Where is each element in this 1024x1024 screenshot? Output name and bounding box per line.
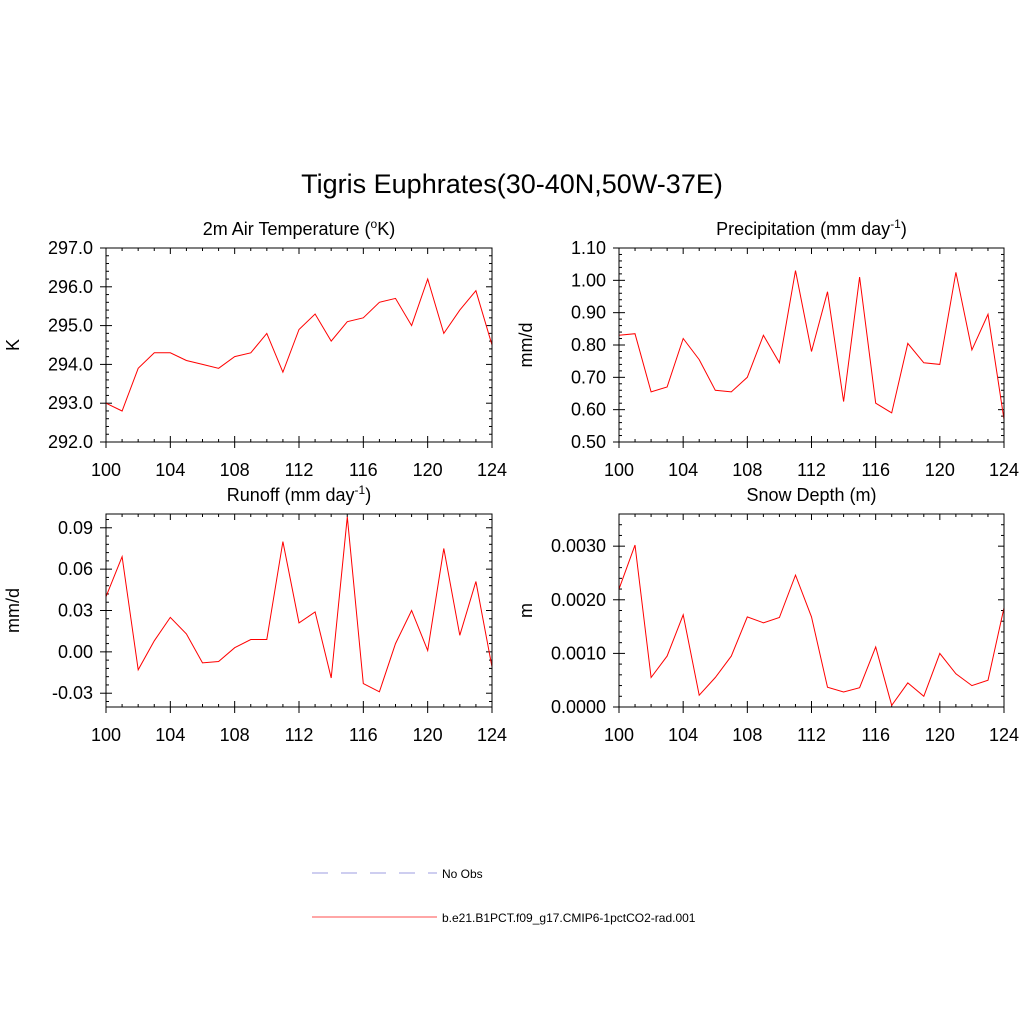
series-line	[618, 544, 1005, 707]
y-axis-label: m	[516, 603, 536, 618]
x-tick-label: 112	[797, 725, 826, 745]
x-tick-label: 108	[220, 725, 250, 745]
y-axis-label: mm/d	[516, 323, 536, 368]
x-tick-label: 116	[861, 725, 890, 745]
panel-title-text: Precipitation (mm day	[716, 219, 890, 239]
x-tick-label: 124	[477, 460, 507, 480]
x-tick-label: 120	[413, 725, 443, 745]
y-tick-label: 0.90	[571, 303, 606, 323]
panel-title-text: Snow Depth (m)	[746, 485, 876, 505]
x-tick-label: 100	[604, 460, 634, 480]
plot-frame	[618, 513, 1005, 708]
panel-title-suffix: K)	[377, 219, 395, 239]
x-tick-label: 100	[91, 725, 121, 745]
panel-title: Snow Depth (m)	[746, 485, 876, 505]
chart-panels: 2m Air Temperature (oK) K 100 104 108 112 116 1…	[3, 217, 1019, 745]
plot-frame	[618, 247, 1005, 443]
y-axis-label: mm/d	[3, 588, 23, 633]
x-tick-label: 104	[668, 725, 698, 745]
y-tick-label: 0.0030	[551, 536, 606, 556]
x-tick-label: 108	[220, 460, 250, 480]
y-tick-label: 0.00	[58, 642, 93, 662]
x-tick-label: 124	[989, 725, 1019, 745]
panel-title-superscript: -1	[890, 217, 901, 231]
legend-label: b.e21.B1PCT.f09_g17.CMIP6-1pctCO2-rad.00…	[442, 911, 696, 925]
x-tick-label: 116	[349, 460, 378, 480]
legend-entry: No Obs	[312, 867, 483, 881]
figure-title: Tigris Euphrates(30-40N,50W-37E)	[301, 169, 723, 199]
x-tick-label: 120	[413, 460, 443, 480]
series-line	[105, 277, 493, 412]
y-tick-label: 1.00	[571, 270, 606, 290]
chart-panel-2: Precipitation (mm day-1) mm/d 100 104 108 112…	[516, 217, 1019, 480]
chart-panel-1: 2m Air Temperature (oK) K 100 104 108 112 116 1…	[3, 217, 507, 480]
x-tick-label: 108	[732, 460, 762, 480]
y-tick-label: 0.80	[571, 335, 606, 355]
y-tick-label: 297.0	[48, 238, 93, 258]
y-tick-label: 293.0	[48, 393, 93, 413]
y-tick-label: 296.0	[48, 277, 93, 297]
plot-frame	[105, 247, 493, 443]
y-tick-label: 0.70	[571, 367, 606, 387]
x-tick-label: 116	[861, 460, 890, 480]
panel-title: Precipitation (mm day-1)	[716, 217, 907, 239]
y-tick-label: 0.06	[58, 559, 93, 579]
x-tick-label: 112	[797, 460, 826, 480]
panel-title-text: 2m Air Temperature (	[203, 219, 371, 239]
legend-entry: b.e21.B1PCT.f09_g17.CMIP6-1pctCO2-rad.00…	[312, 911, 696, 925]
x-tick-label: 112	[285, 460, 314, 480]
panel-title-superscript: o	[371, 217, 378, 231]
y-tick-label: 0.0000	[551, 697, 606, 717]
x-tick-label: 100	[91, 460, 121, 480]
x-tick-label: 104	[155, 460, 185, 480]
y-tick-label: 0.50	[571, 432, 606, 452]
panel-title-suffix: )	[365, 485, 371, 505]
chart-panel-3: Runoff (mm day-1) mm/d 100 104 108 112 116 120 1…	[3, 483, 507, 745]
y-tick-label: 0.0010	[551, 643, 606, 663]
panel-title: Runoff (mm day-1)	[227, 483, 371, 505]
y-tick-label: 0.60	[571, 400, 606, 420]
x-tick-label: 112	[285, 725, 314, 745]
y-tick-label: 1.10	[571, 238, 606, 258]
panel-title-text: Runoff (mm day	[227, 485, 355, 505]
x-tick-label: 124	[989, 460, 1019, 480]
x-tick-label: 120	[925, 725, 955, 745]
series-line	[618, 270, 1005, 420]
x-tick-label: 120	[925, 460, 955, 480]
y-tick-label: 292.0	[48, 432, 93, 452]
y-axis-label: K	[3, 339, 23, 351]
x-tick-label: 100	[604, 725, 634, 745]
series-line	[105, 516, 493, 693]
x-tick-label: 108	[732, 725, 762, 745]
y-tick-label: 0.0020	[551, 590, 606, 610]
y-tick-label: 0.03	[58, 601, 93, 621]
x-tick-label: 104	[668, 460, 698, 480]
y-tick-label: -0.03	[52, 683, 93, 703]
x-tick-label: 116	[349, 725, 378, 745]
y-tick-label: 295.0	[48, 316, 93, 336]
legend-label: No Obs	[442, 867, 483, 881]
plot-frame	[105, 513, 493, 708]
x-tick-label: 124	[477, 725, 507, 745]
y-tick-label: 0.09	[58, 518, 93, 538]
chart-panel-4: Snow Depth (m) m 100 104 108 112 116 120 124 0.00…	[516, 485, 1019, 745]
panel-title: 2m Air Temperature (oK)	[203, 217, 395, 239]
x-tick-label: 104	[155, 725, 185, 745]
y-tick-label: 294.0	[48, 354, 93, 374]
legend: No Obs b.e21.B1PCT.f09_g17.CMIP6-1pctCO2-…	[312, 867, 696, 925]
panel-title-superscript: -1	[355, 483, 366, 497]
panel-title-suffix: )	[901, 219, 907, 239]
